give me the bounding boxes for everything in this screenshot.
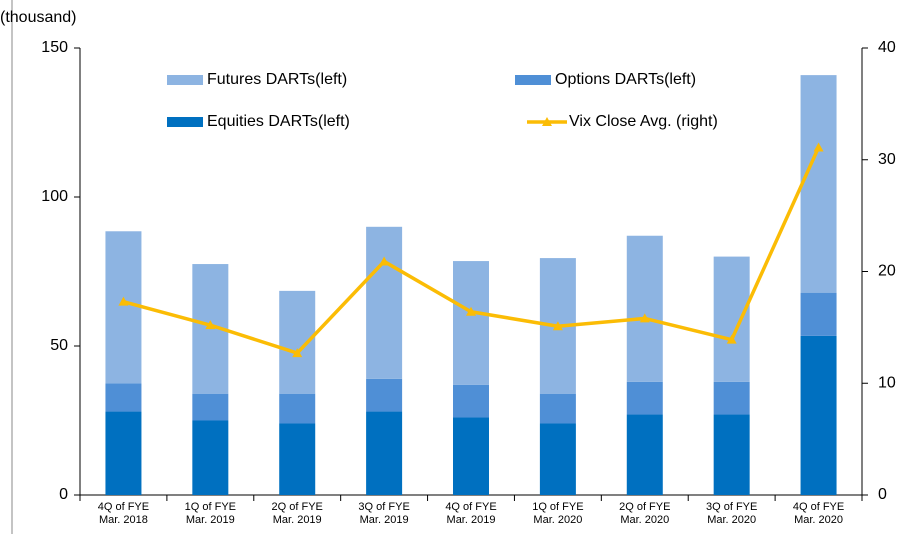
bar-segment [539, 393, 576, 424]
bar-segment [105, 411, 142, 495]
line-marker [379, 256, 390, 266]
y2-tick-label: 10 [878, 374, 896, 391]
bar-segment [366, 411, 403, 495]
line-marker [639, 313, 650, 323]
x-tick-label: 2Q of FYE [619, 501, 670, 513]
line-marker [726, 334, 737, 344]
bar-segment [800, 75, 837, 293]
y-tick-label: 50 [50, 337, 68, 354]
line-marker [552, 321, 563, 331]
bar-segment [713, 414, 750, 495]
y2-tick-label: 0 [878, 486, 887, 503]
x-tick-label: Mar. 2019 [186, 514, 235, 526]
x-tick-label: 3Q of FYE [706, 501, 757, 513]
bar-segment [105, 231, 142, 384]
bar-segment [713, 381, 750, 415]
bar-segment [626, 381, 663, 415]
bar-segment [366, 378, 403, 412]
x-tick-label: Mar. 2019 [273, 514, 322, 526]
legend-label: Options DARTs(left) [555, 71, 696, 88]
x-tick-label: Mar. 2020 [533, 514, 582, 526]
unit-label: (thousand) [0, 9, 77, 26]
legend-marker [542, 117, 552, 126]
bar-segment [453, 384, 489, 418]
legend-label: Futures DARTs(left) [207, 71, 347, 88]
x-tick-label: 1Q of FYE [185, 501, 236, 513]
y2-tick-label: 40 [878, 39, 896, 56]
legend-swatch [167, 117, 203, 127]
x-tick-label: 4Q of FYE [98, 501, 149, 513]
bar-segment [800, 335, 837, 495]
x-tick-label: Mar. 2020 [620, 514, 669, 526]
x-tick-label: 4Q of FYE [445, 501, 496, 513]
bar-segment [105, 383, 142, 412]
bar-segment [626, 235, 663, 382]
x-tick-label: Mar. 2019 [360, 514, 409, 526]
bar-segment [279, 423, 316, 495]
x-tick-label: 3Q of FYE [358, 501, 409, 513]
bar-segment [453, 417, 489, 495]
legend-label: Vix Close Avg. (right) [569, 113, 718, 130]
line-marker [466, 306, 476, 316]
bar-segment [192, 393, 229, 421]
bar-segment [279, 393, 316, 424]
x-tick-label: 1Q of FYE [532, 501, 583, 513]
x-tick-label: 4Q of FYE [793, 501, 844, 513]
line-marker [118, 296, 129, 306]
bar-segment [626, 414, 663, 495]
legend-label: Equities DARTs(left) [207, 113, 350, 130]
bar-segment [366, 226, 403, 379]
y-tick-label: 0 [59, 486, 68, 503]
line-marker [205, 320, 216, 330]
y-tick-label: 150 [41, 39, 68, 56]
legend-swatch [515, 75, 551, 85]
bar-segment [713, 256, 750, 382]
bar-segment [453, 261, 489, 385]
x-tick-label: Mar. 2019 [447, 514, 496, 526]
y-tick-label: 100 [41, 188, 68, 205]
y2-tick-label: 30 [878, 151, 896, 168]
bar-segment [539, 423, 576, 495]
line-marker [813, 142, 824, 152]
x-tick-label: Mar. 2020 [794, 514, 843, 526]
x-tick-label: Mar. 2020 [707, 514, 756, 526]
bar-segment [800, 292, 837, 336]
x-tick-label: 2Q of FYE [272, 501, 323, 513]
legend-swatch [167, 75, 203, 85]
y2-tick-label: 20 [878, 263, 896, 280]
bar-segment [192, 420, 229, 495]
line-marker [292, 348, 303, 358]
x-tick-label: Mar. 2018 [99, 514, 148, 526]
